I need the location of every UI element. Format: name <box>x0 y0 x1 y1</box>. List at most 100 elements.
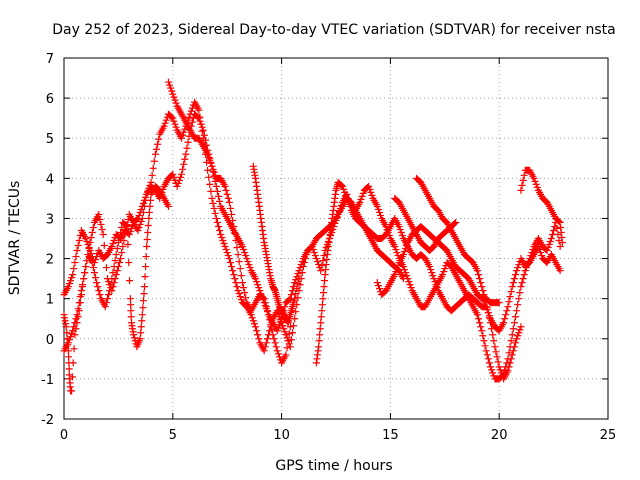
data-point <box>73 319 81 327</box>
data-point <box>291 295 299 303</box>
data-point <box>288 287 296 295</box>
data-point <box>106 287 114 295</box>
data-point <box>140 290 148 298</box>
data-point <box>262 303 270 311</box>
x-tick-label: 0 <box>60 428 68 443</box>
data-point <box>99 230 107 238</box>
data-point <box>74 242 82 250</box>
data-point <box>64 347 72 355</box>
data-point <box>318 307 326 315</box>
data-point <box>374 205 382 213</box>
data-point <box>519 275 527 283</box>
data-point <box>515 295 523 303</box>
data-point <box>357 195 365 203</box>
data-point <box>491 343 499 351</box>
data-point <box>401 248 409 256</box>
data-point <box>517 323 525 331</box>
data-point <box>85 245 93 253</box>
data-point <box>223 249 231 257</box>
data-point <box>144 221 152 229</box>
data-point <box>291 279 299 287</box>
data-point <box>228 210 236 218</box>
data-point <box>233 283 241 291</box>
data-point <box>179 131 187 139</box>
data-point <box>429 272 437 280</box>
data-point <box>110 237 118 245</box>
data-point <box>241 289 249 297</box>
data-point <box>111 257 119 265</box>
data-point <box>492 348 500 356</box>
data-point <box>494 358 502 366</box>
data-point <box>506 293 514 301</box>
data-point <box>238 279 246 287</box>
data-point <box>426 263 434 271</box>
data-point <box>505 298 513 306</box>
data-point <box>545 241 553 249</box>
y-tick-label: -1 <box>41 373 54 388</box>
data-point <box>520 271 528 279</box>
data-point <box>555 217 563 225</box>
data-point <box>397 228 405 236</box>
data-point <box>298 269 306 277</box>
data-point <box>242 294 250 302</box>
data-point <box>238 243 246 251</box>
data-point <box>319 257 327 265</box>
data-point <box>136 220 144 228</box>
data-point <box>147 178 155 186</box>
data-point <box>180 128 188 136</box>
data-point <box>263 335 271 343</box>
data-point <box>172 99 180 107</box>
data-point <box>517 186 525 194</box>
data-point <box>530 174 538 182</box>
data-point <box>318 262 326 270</box>
data-point <box>70 345 78 353</box>
data-point <box>133 215 141 223</box>
data-point <box>310 249 318 257</box>
data-point <box>126 295 134 303</box>
data-point <box>358 192 366 200</box>
series-trace-d <box>164 78 294 367</box>
data-point <box>104 295 112 303</box>
data-point <box>315 343 323 351</box>
data-point <box>337 181 345 189</box>
data-point <box>508 351 516 359</box>
data-point <box>501 315 509 323</box>
data-point <box>526 255 534 263</box>
data-point <box>356 198 364 206</box>
data-point <box>75 307 83 315</box>
data-point <box>89 264 97 272</box>
data-point <box>126 277 134 285</box>
data-point <box>250 320 258 328</box>
data-point <box>168 113 176 121</box>
data-point <box>340 185 348 193</box>
data-point <box>486 319 494 327</box>
data-point <box>259 294 267 302</box>
data-point <box>224 252 232 260</box>
y-tick-label: 1 <box>46 293 54 308</box>
data-point <box>393 249 401 257</box>
data-point <box>142 253 150 261</box>
data-point <box>137 323 145 331</box>
data-point <box>236 265 244 273</box>
data-point <box>428 269 436 277</box>
data-point <box>214 192 222 200</box>
data-point <box>486 363 494 371</box>
data-point <box>244 258 252 266</box>
data-point <box>148 171 156 179</box>
y-tick-label: 2 <box>46 253 54 268</box>
data-point <box>117 255 125 263</box>
x-tick-label: 25 <box>600 428 617 443</box>
data-point <box>178 134 186 142</box>
data-point <box>170 173 178 181</box>
data-point <box>181 155 189 163</box>
data-point <box>507 288 515 296</box>
data-point <box>216 197 224 205</box>
y-tick-label: 5 <box>46 132 54 147</box>
data-point <box>219 237 227 245</box>
data-point <box>212 182 220 190</box>
data-point <box>89 223 97 231</box>
data-point <box>178 170 186 178</box>
axis-ticks <box>63 57 609 420</box>
data-point <box>88 228 96 236</box>
data-point <box>282 351 290 359</box>
